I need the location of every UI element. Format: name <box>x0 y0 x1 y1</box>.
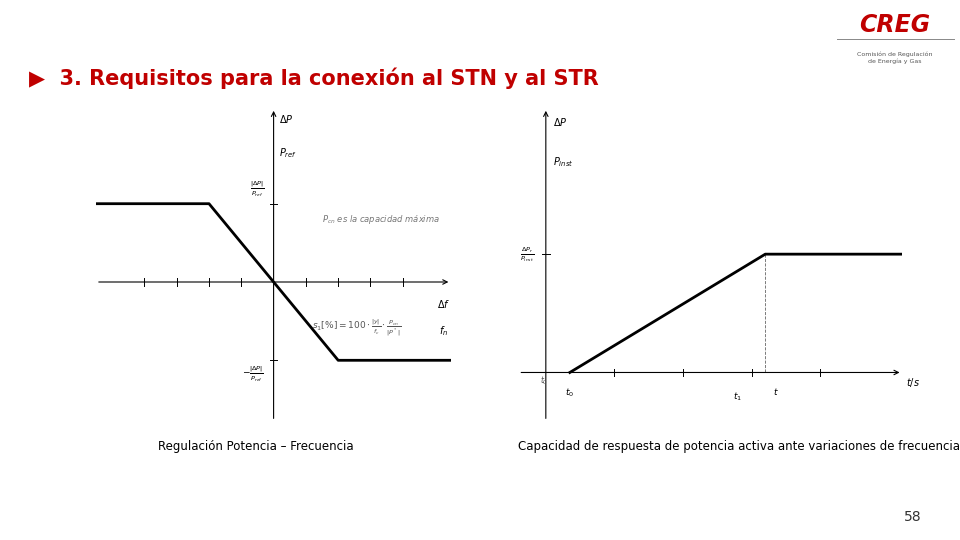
Text: $\Delta f$: $\Delta f$ <box>438 298 451 309</box>
Text: $\Delta P$: $\Delta P$ <box>279 113 294 125</box>
Text: Regulación Potencia – Frecuencia: Regulación Potencia – Frecuencia <box>158 440 354 453</box>
Text: $t_1$: $t_1$ <box>733 390 742 403</box>
Text: $\frac{|\Delta P|}{P_{ref}}$: $\frac{|\Delta P|}{P_{ref}}$ <box>250 180 264 199</box>
Text: $t/s$: $t/s$ <box>906 376 920 389</box>
Text: Capacidad de respuesta de potencia activa ante variaciones de frecuencia: Capacidad de respuesta de potencia activ… <box>518 440 960 453</box>
Text: $t_0$: $t_0$ <box>565 387 574 399</box>
Text: $f_n$: $f_n$ <box>440 324 448 338</box>
Text: $t$: $t$ <box>773 387 779 397</box>
Text: $t_0$: $t_0$ <box>540 375 548 387</box>
Text: CREG: CREG <box>859 13 931 37</box>
Text: ▶  3. Requisitos para la conexión al STN y al STR: ▶ 3. Requisitos para la conexión al STN … <box>29 68 598 89</box>
Text: $s_1[\%] = 100 \cdot \frac{|y|}{f_c} \cdot \frac{P_{cn}}{|P^*|}$: $s_1[\%] = 100 \cdot \frac{|y|}{f_c} \cd… <box>312 317 401 338</box>
Text: Comisión de Regulación
de Energía y Gas: Comisión de Regulación de Energía y Gas <box>857 52 933 64</box>
Text: 58: 58 <box>904 510 922 524</box>
Text: $P_{cn}$ es la capacidad máxima: $P_{cn}$ es la capacidad máxima <box>322 213 440 226</box>
Text: $P_{inst}$: $P_{inst}$ <box>553 156 573 170</box>
Text: $\Delta P$: $\Delta P$ <box>553 116 567 128</box>
Text: $-\frac{|\Delta P|}{P_{ref}}$: $-\frac{|\Delta P|}{P_{ref}}$ <box>242 364 264 384</box>
Text: $\frac{\Delta P_r}{P_{inst}}$: $\frac{\Delta P_r}{P_{inst}}$ <box>519 245 534 264</box>
Text: $P_{ref}$: $P_{ref}$ <box>279 146 298 160</box>
